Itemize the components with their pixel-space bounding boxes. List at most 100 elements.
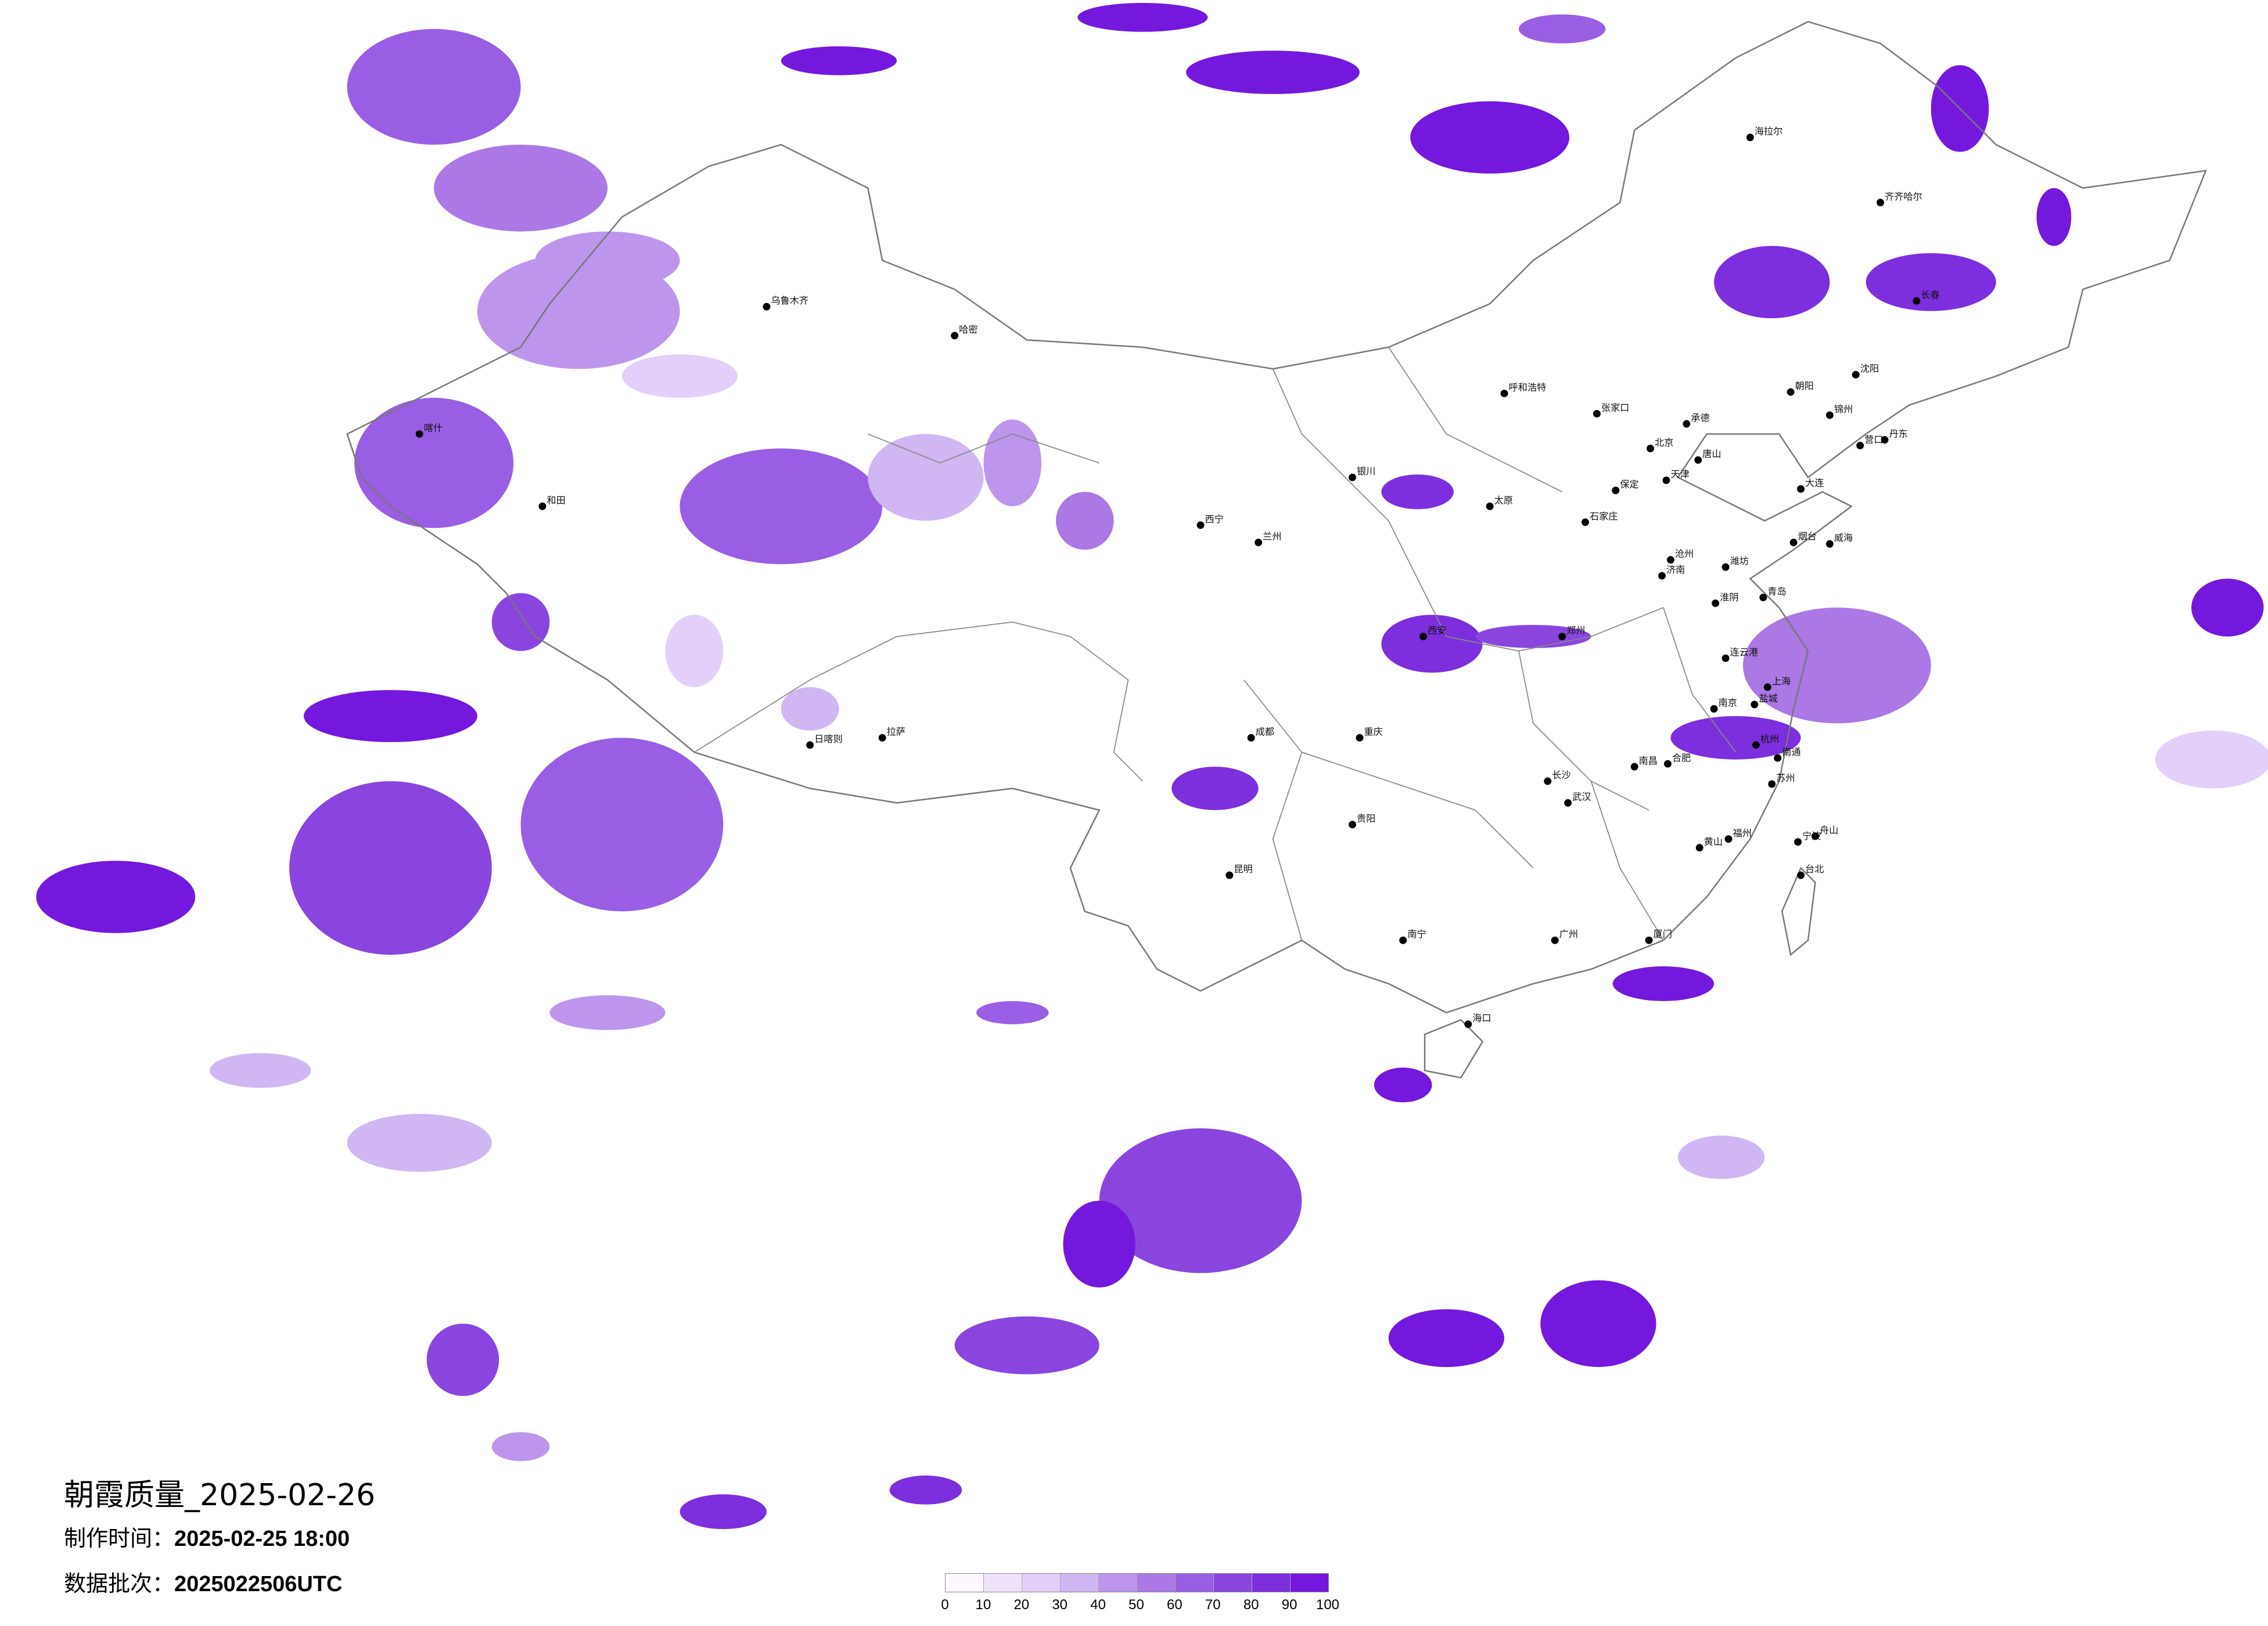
- quality-cell-cluster: [1518, 14, 1606, 44]
- city-dot: [1551, 936, 1559, 944]
- city-dot: [1746, 134, 1754, 142]
- colorbar-bin: [984, 1574, 1022, 1592]
- city-label: 西安: [1428, 625, 1446, 636]
- city-dot: [1558, 632, 1566, 641]
- city-label: 潍坊: [1730, 556, 1749, 567]
- city-dot: [1797, 871, 1805, 879]
- city-dot: [1759, 593, 1767, 602]
- city-marker: 威海: [1825, 533, 1853, 548]
- city-label: 南宁: [1407, 929, 1426, 940]
- city-dot: [1752, 741, 1760, 749]
- city-dot: [1500, 390, 1508, 398]
- city-marker: 连云港: [1721, 646, 1759, 662]
- quality-cell-cluster: [491, 593, 550, 651]
- quality-cell-cluster: [289, 781, 492, 955]
- city-marker: 北京: [1647, 437, 1673, 452]
- city-dot: [1694, 456, 1702, 464]
- city-label: 沈阳: [1860, 363, 1879, 374]
- city-marker: 西宁: [1196, 513, 1224, 529]
- city-label: 和田: [547, 495, 565, 506]
- quality-cell-cluster: [1742, 607, 1931, 724]
- city-dot: [1852, 370, 1860, 379]
- city-label: 银川: [1357, 466, 1375, 477]
- colorbar-tick-label: 80: [1243, 1597, 1259, 1613]
- city-label: 武汉: [1572, 792, 1591, 803]
- quality-cell-cluster: [1381, 474, 1454, 509]
- city-dot: [1712, 599, 1720, 607]
- city-marker: 唐山: [1694, 448, 1721, 464]
- map-title: 朝霞质量_2025-02-26: [64, 1478, 376, 1513]
- colorbar-bin: [1061, 1574, 1099, 1592]
- city-marker: 广州: [1551, 929, 1578, 944]
- quality-cell-cluster: [1670, 716, 1801, 760]
- city-label: 福州: [1733, 828, 1752, 839]
- quality-cell-cluster: [1612, 966, 1715, 1001]
- city-dot: [1797, 485, 1805, 493]
- city-marker: 喀什: [415, 422, 443, 438]
- city-marker: 重庆: [1356, 726, 1383, 742]
- city-dot: [1564, 799, 1572, 807]
- city-marker: 锦州: [1825, 404, 1853, 419]
- city-label: 海口: [1472, 1013, 1491, 1024]
- city-marker: 福州: [1724, 828, 1752, 843]
- city-label: 台北: [1805, 864, 1824, 875]
- city-dot: [1666, 556, 1674, 564]
- city-marker: 兰州: [1255, 531, 1282, 546]
- city-marker: 潍坊: [1721, 556, 1749, 571]
- colorbar-tick-label: 60: [1167, 1597, 1182, 1613]
- city-marker: 南昌: [1630, 755, 1658, 771]
- city-dot: [1683, 420, 1691, 428]
- quality-cell-cluster: [1714, 246, 1830, 319]
- city-label: 长沙: [1552, 769, 1570, 780]
- city-label: 北京: [1655, 437, 1673, 448]
- city-marker: 长沙: [1544, 769, 1571, 785]
- city-label: 上海: [1772, 675, 1791, 686]
- quality-cell-cluster: [347, 28, 521, 145]
- quality-cell-cluster: [1056, 491, 1114, 550]
- city-marker: 海拉尔: [1746, 126, 1782, 142]
- city-dot: [1593, 409, 1601, 418]
- quality-cell-cluster: [354, 398, 514, 528]
- city-dot: [1419, 632, 1428, 641]
- city-label: 西宁: [1205, 513, 1224, 524]
- city-dot: [806, 741, 814, 749]
- city-dot: [1247, 733, 1255, 742]
- city-label: 朝阳: [1795, 380, 1814, 391]
- city-dot: [1645, 936, 1653, 944]
- quality-cell-cluster: [1540, 1280, 1656, 1368]
- city-label: 喀什: [424, 422, 443, 433]
- city-dot: [1349, 821, 1357, 829]
- city-label: 丹东: [1889, 428, 1908, 439]
- city-marker: 成都: [1247, 726, 1274, 742]
- city-dot: [1856, 441, 1864, 449]
- city-label: 贵阳: [1357, 813, 1375, 824]
- city-dot: [1774, 754, 1782, 762]
- city-dot: [1787, 388, 1795, 396]
- city-marker: 营口: [1856, 434, 1884, 449]
- city-dot: [1612, 487, 1620, 494]
- city-label: 盐城: [1759, 693, 1777, 704]
- city-dot: [1825, 540, 1834, 548]
- city-label: 黄山: [1704, 836, 1723, 847]
- city-dot: [1794, 838, 1802, 846]
- quality-cell-cluster: [1374, 1067, 1432, 1103]
- city-dot: [1662, 476, 1670, 484]
- city-dot: [1255, 538, 1263, 546]
- city-marker: 齐齐哈尔: [1877, 191, 1922, 207]
- city-dot: [1913, 297, 1921, 305]
- city-label: 杭州: [1760, 733, 1779, 744]
- city-marker: 沈阳: [1852, 363, 1879, 379]
- city-marker: 保定: [1612, 479, 1639, 494]
- quality-cell-cluster: [1388, 1309, 1505, 1368]
- quality-cell-cluster: [1099, 1128, 1302, 1274]
- city-label: 南昌: [1639, 755, 1658, 766]
- city-label: 广州: [1559, 929, 1578, 940]
- city-dot: [1768, 780, 1776, 788]
- colorbar-tick-label: 10: [975, 1597, 991, 1613]
- quality-cell-cluster: [1186, 51, 1360, 94]
- city-label: 连云港: [1730, 646, 1759, 657]
- city-label: 合肥: [1672, 752, 1691, 763]
- city-dot: [1721, 563, 1730, 571]
- city-dot: [1356, 733, 1364, 742]
- city-dot: [1544, 777, 1552, 785]
